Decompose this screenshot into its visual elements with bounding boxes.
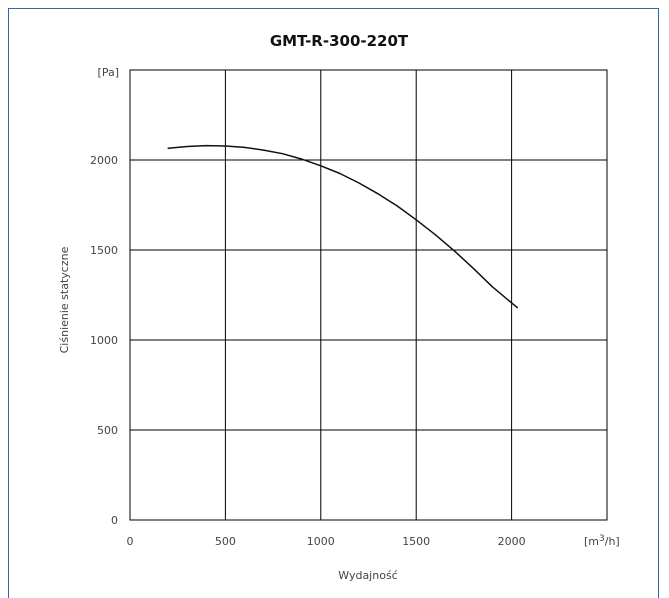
y-tick-label: 1500 bbox=[90, 244, 118, 257]
x-tick-label: 2000 bbox=[498, 535, 526, 548]
y-tick-label: 1000 bbox=[90, 334, 118, 347]
series-curve bbox=[167, 144, 519, 309]
y-axis-title: Ciśnienie statyczne bbox=[58, 246, 71, 353]
chart-frame bbox=[8, 8, 659, 598]
chart-title: GMT-R-300-220T bbox=[270, 32, 409, 50]
x-tick-label: 1500 bbox=[402, 535, 430, 548]
x-tick-label: 0 bbox=[127, 535, 134, 548]
x-unit-label: [m3/h] bbox=[584, 534, 620, 548]
y-tick-label: 500 bbox=[97, 424, 118, 437]
x-tick-label: 500 bbox=[215, 535, 236, 548]
plot-border bbox=[129, 69, 608, 521]
x-tick-label: 1000 bbox=[307, 535, 335, 548]
y-tick-label: 0 bbox=[111, 514, 118, 527]
y-unit-label: [Pa] bbox=[98, 66, 119, 79]
plot-area bbox=[167, 144, 519, 309]
tick-labels: 0 500 1000 1500 2000 0 500 1000 1500 2000 bbox=[90, 154, 526, 548]
x-axis-title: Wydajność bbox=[338, 569, 397, 582]
grid bbox=[129, 69, 608, 521]
y-tick-label: 2000 bbox=[90, 154, 118, 167]
